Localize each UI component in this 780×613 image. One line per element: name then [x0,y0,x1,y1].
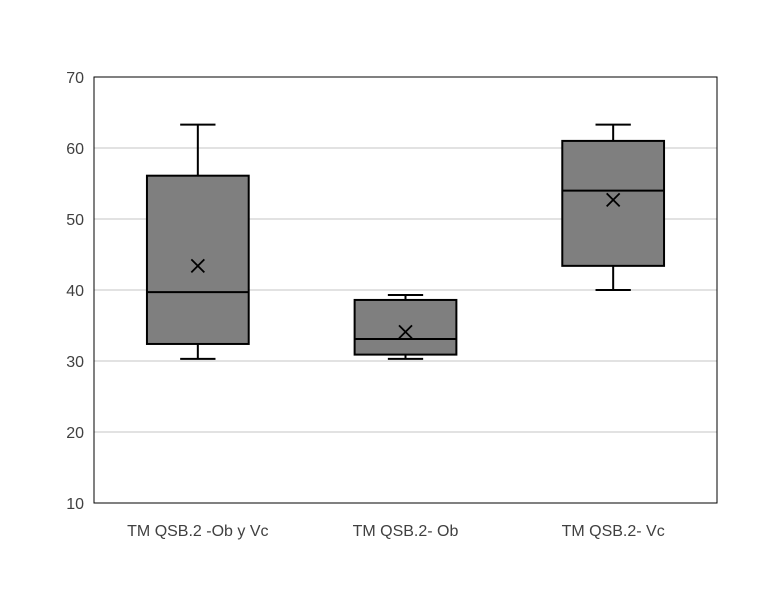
y-tick-label: 10 [66,496,84,513]
x-category-label: TM QSB.2- Ob [353,523,459,540]
x-category-label: TM QSB.2- Vc [562,523,665,540]
y-tick-label: 40 [66,283,84,300]
iqr-box [145,174,250,345]
box-series [145,123,666,360]
mean-marker [606,192,621,207]
iqr-box [353,298,458,356]
mean-marker [190,258,205,273]
box-1 [145,123,250,360]
iqr-box [561,139,666,267]
y-axis-ticks: 10 20 30 40 50 60 70 [66,70,84,513]
x-axis-labels: TM QSB.2 -Ob y Vc TM QSB.2- Ob TM QSB.2- V… [127,523,665,540]
y-tick-label: 20 [66,425,84,442]
y-tick-label: 30 [66,354,84,371]
mean-marker [398,324,413,340]
x-category-label: TM QSB.2 -Ob y Vc [127,523,268,540]
box-3 [561,123,666,291]
box-2 [353,293,458,360]
y-tick-label: 60 [66,141,84,158]
y-tick-label: 50 [66,212,84,229]
y-tick-label: 70 [66,70,84,87]
plot-frame [93,76,718,504]
